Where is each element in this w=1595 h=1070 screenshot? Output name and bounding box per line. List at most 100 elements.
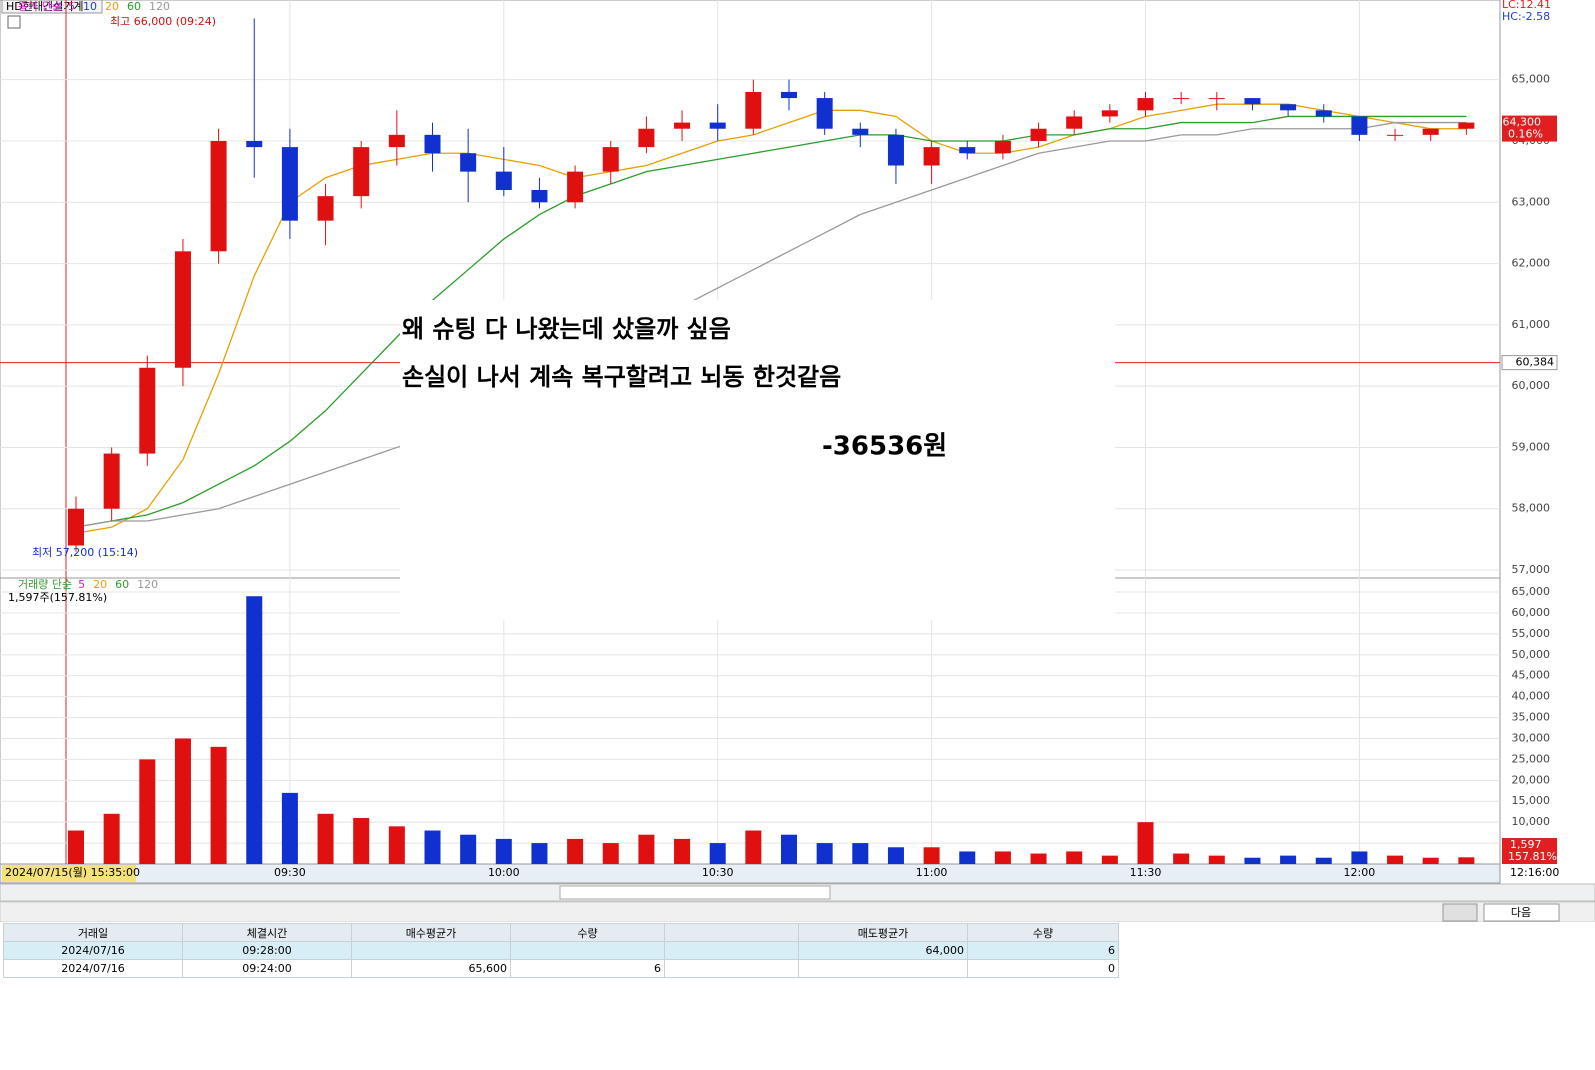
volume-bar (246, 596, 263, 864)
y-tick-label: 25,000 (1512, 752, 1551, 765)
x-tick-label: 11:00 (916, 866, 948, 879)
cell (351, 941, 511, 960)
cell: 0 (967, 959, 1119, 978)
y-tick-label: 35,000 (1512, 711, 1551, 724)
candle-body (1173, 98, 1190, 100)
volume-bar (745, 830, 762, 864)
low-label: 최저 57,200 (15:14) (32, 546, 138, 559)
candle-body (281, 147, 298, 221)
cell: 09:28:00 (182, 941, 352, 960)
volume-bar (1101, 855, 1118, 864)
next-button[interactable] (1483, 903, 1560, 922)
volume-bar (1387, 855, 1404, 864)
volume-bar (1066, 851, 1083, 864)
x-tick-label: 10:30 (702, 866, 734, 879)
candle-body (1422, 128, 1439, 135)
cell (664, 941, 799, 960)
y-tick-label: 60,000 (1512, 379, 1551, 392)
candle-body (317, 196, 334, 221)
last-ratio: 157.81% (1508, 850, 1557, 863)
volume-bar (1030, 853, 1047, 864)
cell: 2024/07/16 (3, 959, 183, 978)
candle-body (424, 134, 441, 154)
th: 수량 (967, 923, 1119, 942)
y-tick-label: 55,000 (1512, 627, 1551, 640)
th: 매도평균가 (798, 923, 968, 942)
legend-entry: 10 (83, 0, 97, 13)
candle-body (1244, 98, 1261, 105)
candle-body (852, 128, 869, 135)
legend-title: 종가 단순 (18, 0, 62, 13)
y-tick-label: 59,000 (1512, 440, 1551, 453)
candle-body (246, 140, 263, 148)
price-box (1502, 115, 1557, 142)
grid-icon[interactable] (7, 15, 21, 29)
candle-body (1208, 98, 1225, 100)
end-label: 12:16:00 (1510, 866, 1559, 879)
chart-window: 다음 HD현대건설기계 LC:12.41 HC:-2.58 최고 66,000 … (0, 0, 1595, 922)
ma-line (75, 115, 1467, 528)
volume-bar (531, 843, 548, 864)
cell (664, 959, 799, 978)
cell: 6 (510, 959, 665, 978)
volume-bar (1422, 857, 1439, 864)
candle-body (388, 134, 405, 148)
volume-bar (1280, 855, 1297, 864)
y-tick-label: 20,000 (1512, 773, 1551, 786)
legend-entry: 60 (115, 578, 129, 591)
cell: 65,600 (351, 959, 511, 978)
volume-bar (281, 792, 298, 864)
volume-bar (602, 843, 619, 864)
candle-body (674, 122, 691, 129)
ref-label: 60,384 (1516, 356, 1555, 369)
vol-box (1502, 838, 1557, 864)
volume-bar (852, 843, 869, 864)
ma-line (75, 121, 1467, 528)
legend-entry: 5 (68, 0, 75, 13)
candle-body (745, 91, 762, 129)
y-tick-label: 61,000 (1512, 318, 1551, 331)
cell (798, 959, 968, 978)
current-price: 64,300 (1503, 116, 1542, 129)
y-tick-label: 57,000 (1512, 563, 1551, 576)
volume-bar (495, 838, 512, 864)
volume-bar (460, 834, 477, 864)
next-label[interactable]: 다음 (1511, 906, 1531, 919)
candle-body (174, 251, 191, 368)
candle-body (1101, 110, 1118, 117)
y-tick-label: 45,000 (1512, 669, 1551, 682)
volume-bar (353, 817, 370, 864)
th (664, 923, 799, 942)
candle-body (959, 147, 976, 154)
volume-bar (174, 738, 191, 864)
th: 체결시간 (182, 923, 352, 942)
scroll-thumb[interactable] (559, 885, 831, 900)
cell: 09:24:00 (182, 959, 352, 978)
candle-body (602, 147, 619, 172)
candle-body (1066, 116, 1083, 129)
y-tick-label: 50,000 (1512, 648, 1551, 661)
volume-bar (317, 813, 334, 864)
candle-body (1315, 110, 1332, 117)
volume-bar (388, 826, 405, 864)
start-label: 2024/07/15(월) 15:35:00 (5, 866, 140, 879)
candle-body (531, 190, 548, 203)
volume-bar (709, 843, 726, 864)
lc: LC:12.41 (1502, 0, 1551, 11)
volume-bar (424, 830, 441, 864)
settings-button[interactable] (1442, 903, 1478, 922)
legend-title: 거래량 단순 (18, 578, 72, 591)
candle-body (1458, 122, 1475, 129)
x-tick-label: 09:30 (274, 866, 306, 879)
y-tick-label: 65,000 (1512, 585, 1551, 598)
y-tick-label: 30,000 (1512, 731, 1551, 744)
volume-bar (567, 838, 584, 864)
candle-body (1351, 116, 1368, 135)
volume-bar (1315, 857, 1332, 864)
cell (510, 941, 665, 960)
volume-bar (638, 834, 655, 864)
volume-bar (1137, 822, 1154, 864)
volume-bar (994, 851, 1011, 864)
candle-body (495, 171, 512, 191)
y-tick-label: 40,000 (1512, 690, 1551, 703)
